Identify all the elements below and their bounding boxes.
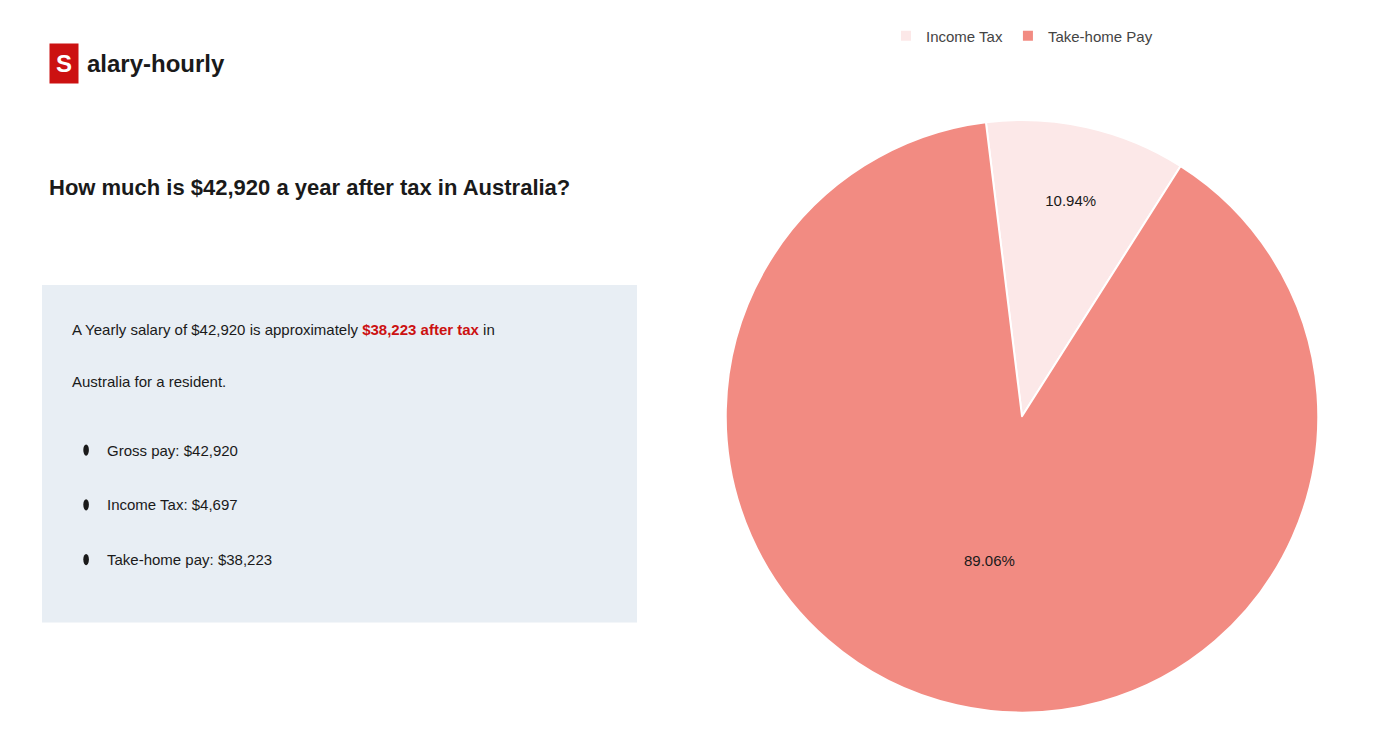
svg-text:Take-home pay: $38,223: Take-home pay: $38,223 (107, 551, 272, 568)
svg-text:How much is $42,920 a year aft: How much is $42,920 a year after tax in … (49, 175, 570, 200)
svg-text:Australia for a resident.: Australia for a resident. (72, 373, 226, 390)
svg-text:89.06%: 89.06% (964, 552, 1015, 569)
svg-text:alary-hourly: alary-hourly (87, 50, 225, 77)
svg-text:Income Tax: $4,697: Income Tax: $4,697 (107, 496, 238, 513)
svg-text:Income Tax: Income Tax (926, 28, 1003, 45)
svg-text:A Yearly salary of $42,920 is: A Yearly salary of $42,920 is approximat… (72, 321, 495, 338)
svg-text:Take-home Pay: Take-home Pay (1048, 28, 1153, 45)
svg-text:S: S (56, 50, 72, 77)
svg-text:10.94%: 10.94% (1045, 192, 1096, 209)
svg-text:Gross pay: $42,920: Gross pay: $42,920 (107, 442, 238, 459)
